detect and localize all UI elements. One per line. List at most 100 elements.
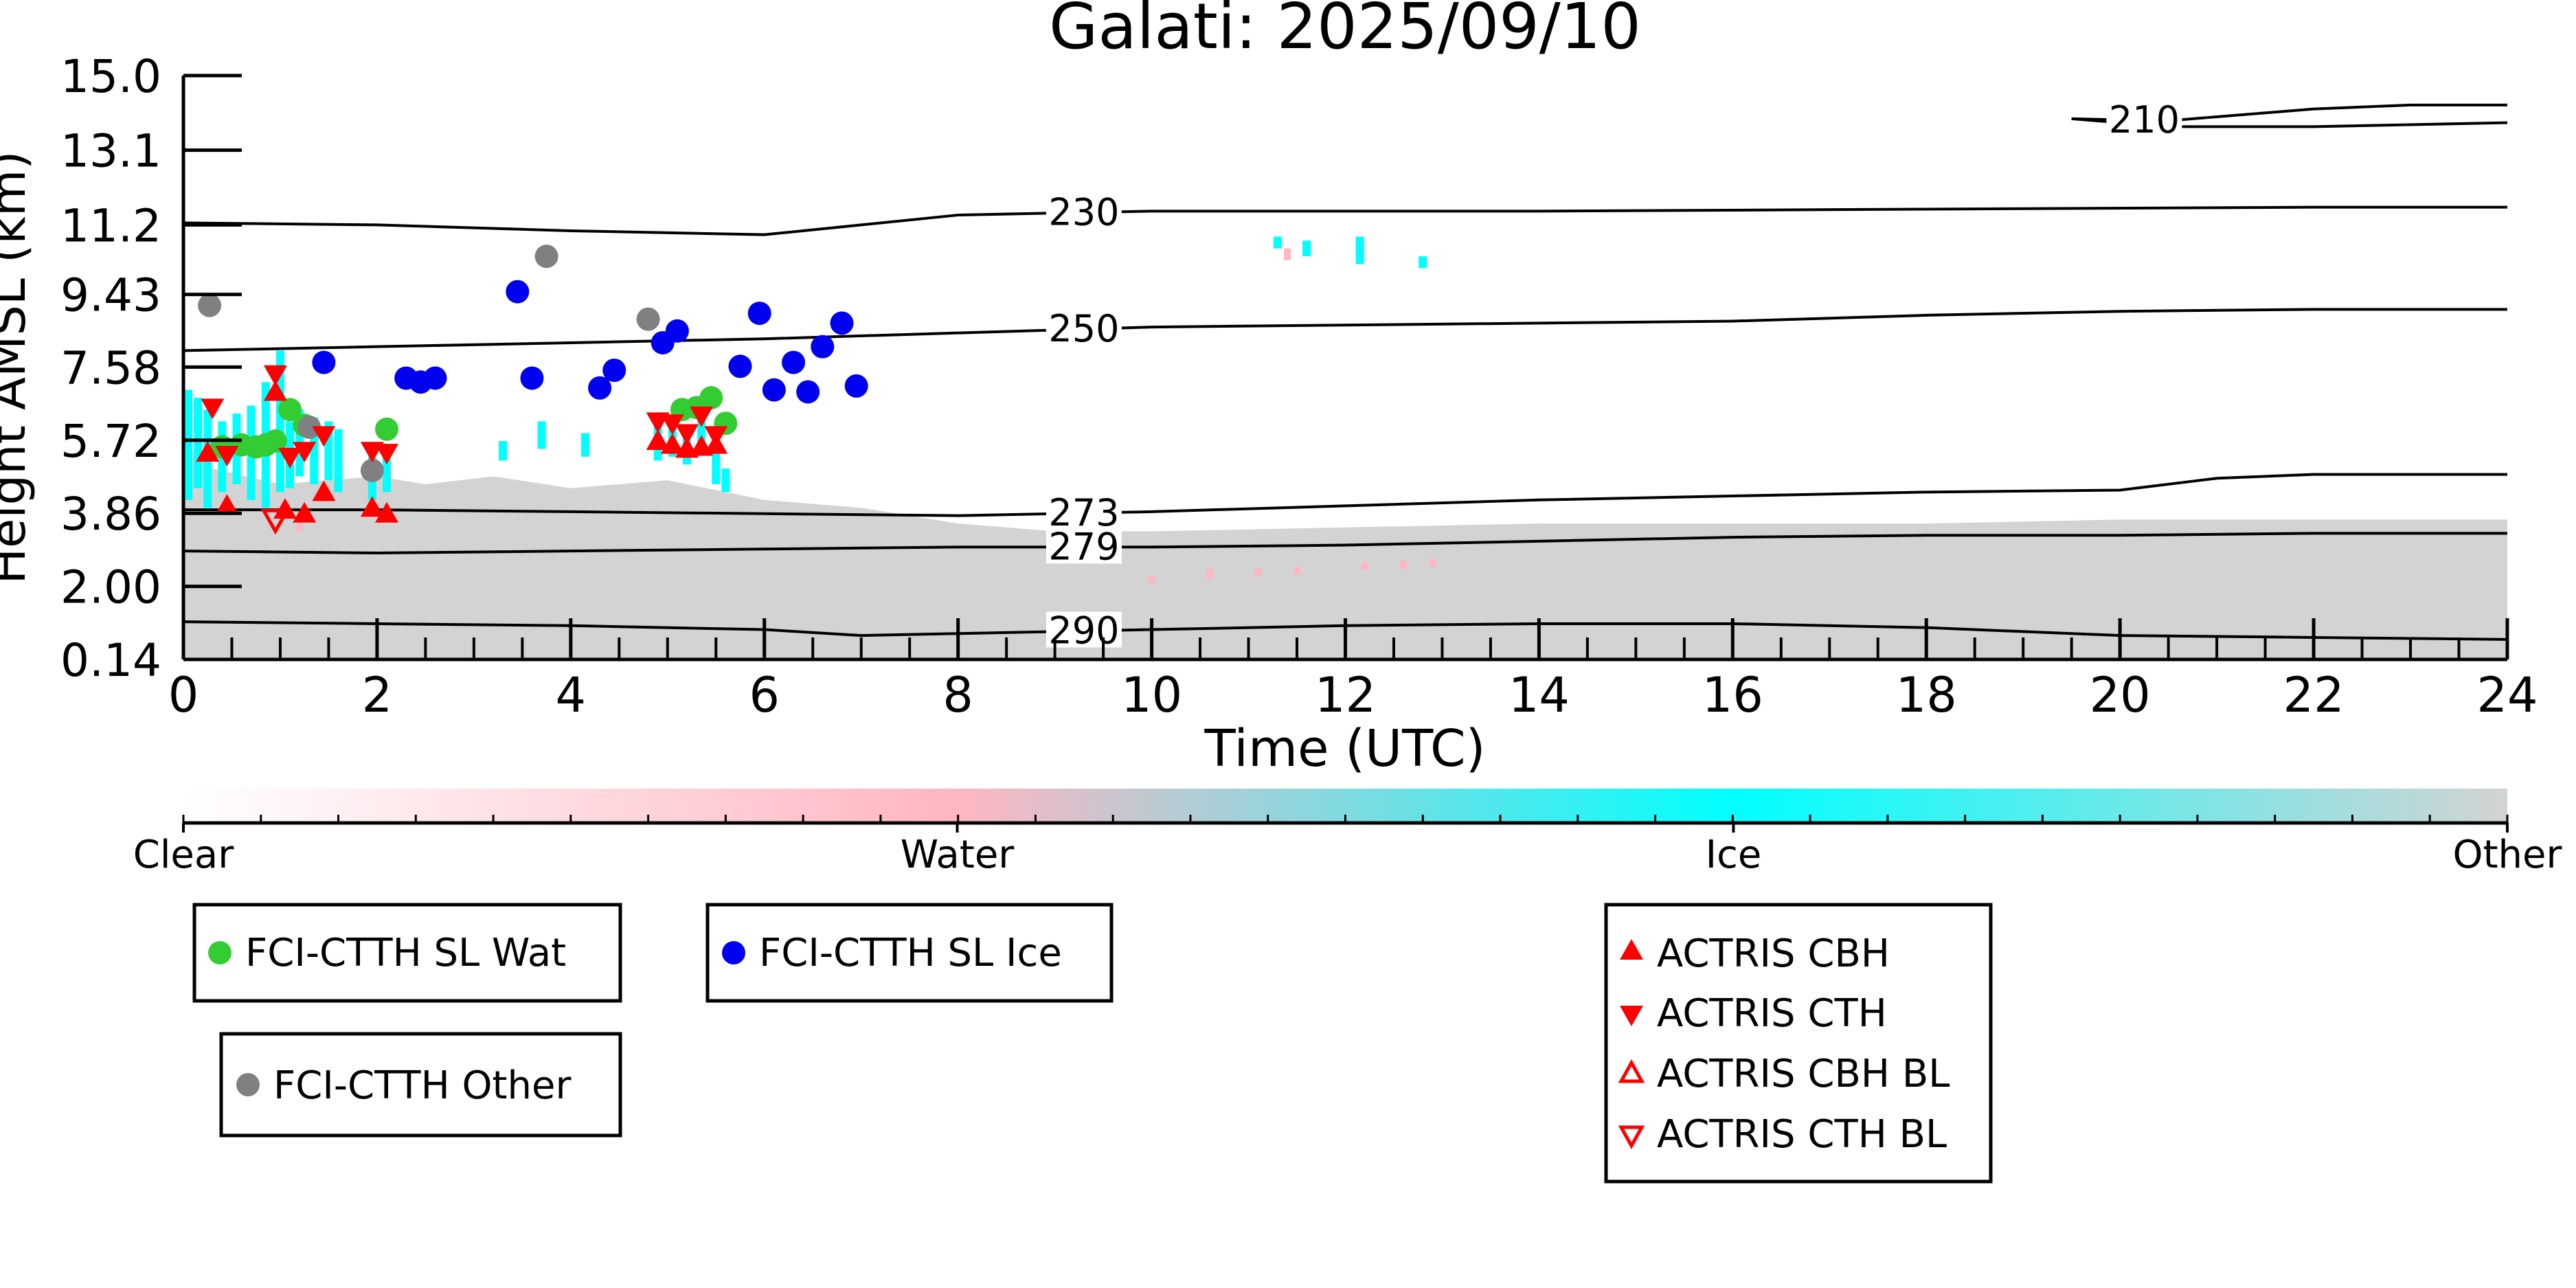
x-axis-label: Time (UTC) (1204, 719, 1485, 778)
colorbar-label-other: Other (2452, 833, 2562, 877)
ice-class-segment (499, 440, 508, 461)
colorbar-ticks (182, 815, 2509, 823)
marker-fci-ctth-sl-ice (762, 378, 786, 402)
marker-fci-ctth-sl-ice (782, 350, 806, 374)
marker-fci-ctth-sl-ice (665, 319, 689, 343)
legend-label-actris-cbh: ACTRIS CBH (1657, 931, 1890, 976)
marker-actris-cbh (293, 501, 317, 523)
marker-fci-ctth-sl-wat (263, 429, 287, 453)
legend-marker-actris-cbh (1620, 939, 1643, 960)
marker-actris-cth (660, 414, 684, 436)
water-class-segment (1429, 558, 1436, 567)
water-class-segment (1148, 576, 1155, 585)
legend-label-actris-cth-bl: ACTRIS CTH BL (1657, 1112, 1947, 1157)
marker-fci-ctth-sl-wat (278, 398, 302, 422)
water-class-segment (1206, 568, 1214, 579)
marker-actris-cbh (215, 494, 239, 515)
marker-actris-cbh (263, 380, 287, 401)
marker-fci-ctth-other (636, 307, 660, 331)
x-tick-label: 10 (1121, 667, 1182, 723)
contour-label-230: 230 (1048, 190, 1119, 234)
ice-class-segment (1273, 236, 1282, 249)
marker-fci-ctth-sl-ice (844, 374, 868, 398)
y-tick-label: 7.58 (60, 341, 161, 394)
ice-class-segment (580, 433, 589, 457)
legend-marker-other (236, 1073, 260, 1096)
contour-line-279 (183, 532, 2507, 554)
water-class-segment (1400, 561, 1408, 569)
other-class-area (183, 444, 2507, 659)
marker-fci-ctth-sl-ice (312, 350, 336, 374)
marker-fci-ctth-sl-ice (747, 302, 771, 326)
marker-actris-cbh (312, 480, 336, 501)
y-axis-label: Height AMSL (km) (0, 151, 36, 585)
y-tick-label: 11.2 (60, 199, 161, 252)
x-tick-label: 0 (168, 667, 199, 723)
x-tick-label: 22 (2283, 667, 2345, 723)
contour-line-273 (183, 473, 2507, 517)
legend-label-other: FCI-CTTH Other (273, 1063, 572, 1108)
x-tick-label: 16 (1702, 667, 1763, 723)
ice-class-segment (1355, 236, 1364, 264)
chart-title: Galati: 2025/09/10 (1049, 0, 1641, 63)
marker-fci-ctth-sl-ice (506, 280, 530, 304)
x-tick-label: 12 (1315, 667, 1376, 723)
water-class-segment (1283, 248, 1291, 260)
ice-class-segment (1419, 256, 1427, 269)
ice-class-segment (537, 421, 546, 449)
contour-label-bg (1046, 528, 1122, 564)
legend-ice: FCI-CTTH SL Ice (705, 903, 1114, 1003)
ice-class-segment (712, 453, 721, 484)
legend-marker-actris-cth (1620, 1006, 1643, 1026)
axes: 0 2 4 6 8 10 12 14 16 18 20 22 240.142.003.865.727.5… (60, 50, 2538, 723)
contour-label-210: 210 (2109, 98, 2180, 142)
marker-fci-ctth-sl-ice (602, 359, 626, 383)
contour-label-273: 273 (1048, 491, 1119, 534)
water-class-segment (1293, 567, 1301, 575)
contour-label-bg (1046, 193, 1122, 229)
y-tick-label: 0.14 (60, 634, 161, 687)
colorbar-labels: Clear Water Ice Other (133, 823, 2562, 877)
x-tick-label: 4 (556, 667, 587, 723)
marker-actris-cth (704, 426, 728, 447)
water-class-segment (296, 523, 304, 532)
legend-marker-actris-cbh-bl (1618, 1059, 1645, 1083)
marker-actris-cth (375, 444, 399, 465)
y-tick-label: 5.72 (60, 415, 161, 468)
marker-fci-ctth-sl-ice (588, 376, 612, 400)
marker-actris-cth-bl (260, 508, 291, 535)
y-tick-label: 2.00 (60, 561, 161, 614)
legend-wat: FCI-CTTH SL Wat (192, 903, 622, 1003)
x-tick-label: 8 (942, 667, 973, 723)
legend-label-wat: FCI-CTTH SL Wat (245, 931, 566, 975)
legend-marker-wat (208, 941, 231, 964)
ice-class-segment (194, 398, 203, 488)
legend-other: FCI-CTTH Other (219, 1032, 622, 1138)
y-tick-label: 13.1 (60, 125, 161, 178)
marker-actris-cth (201, 398, 225, 420)
legend-marker-ice (722, 941, 745, 964)
marker-actris-cth (278, 447, 302, 468)
colorbar-label-clear: Clear (133, 833, 234, 877)
marker-actris-cth (215, 445, 239, 466)
legend-actris: ACTRIS CBH ACTRIS CTH ACTRIS CBH BL ACTR… (1604, 903, 1993, 1184)
water-class-segment (1254, 568, 1262, 577)
marker-actris-cbh (273, 498, 297, 519)
colorbar: Clear Water Ice Other (133, 789, 2562, 877)
legend-label-ice: FCI-CTTH SL Ice (759, 931, 1062, 975)
contour-label-bg (1046, 310, 1122, 346)
marker-fci-ctth-sl-ice (520, 366, 544, 390)
marker-actris-cth (312, 426, 336, 447)
marker-actris-cbh (360, 496, 384, 517)
marker-fci-ctth-other (360, 458, 384, 482)
ice-class-segment (1302, 240, 1311, 257)
marker-fci-ctth-sl-ice (423, 366, 447, 390)
classification-background (183, 236, 2507, 659)
x-tick-label: 14 (1509, 667, 1570, 723)
legend-marker-actris-cth-bl (1618, 1125, 1645, 1150)
marker-fci-ctth-sl-ice (796, 380, 820, 404)
contour-line-290 (183, 620, 2508, 641)
